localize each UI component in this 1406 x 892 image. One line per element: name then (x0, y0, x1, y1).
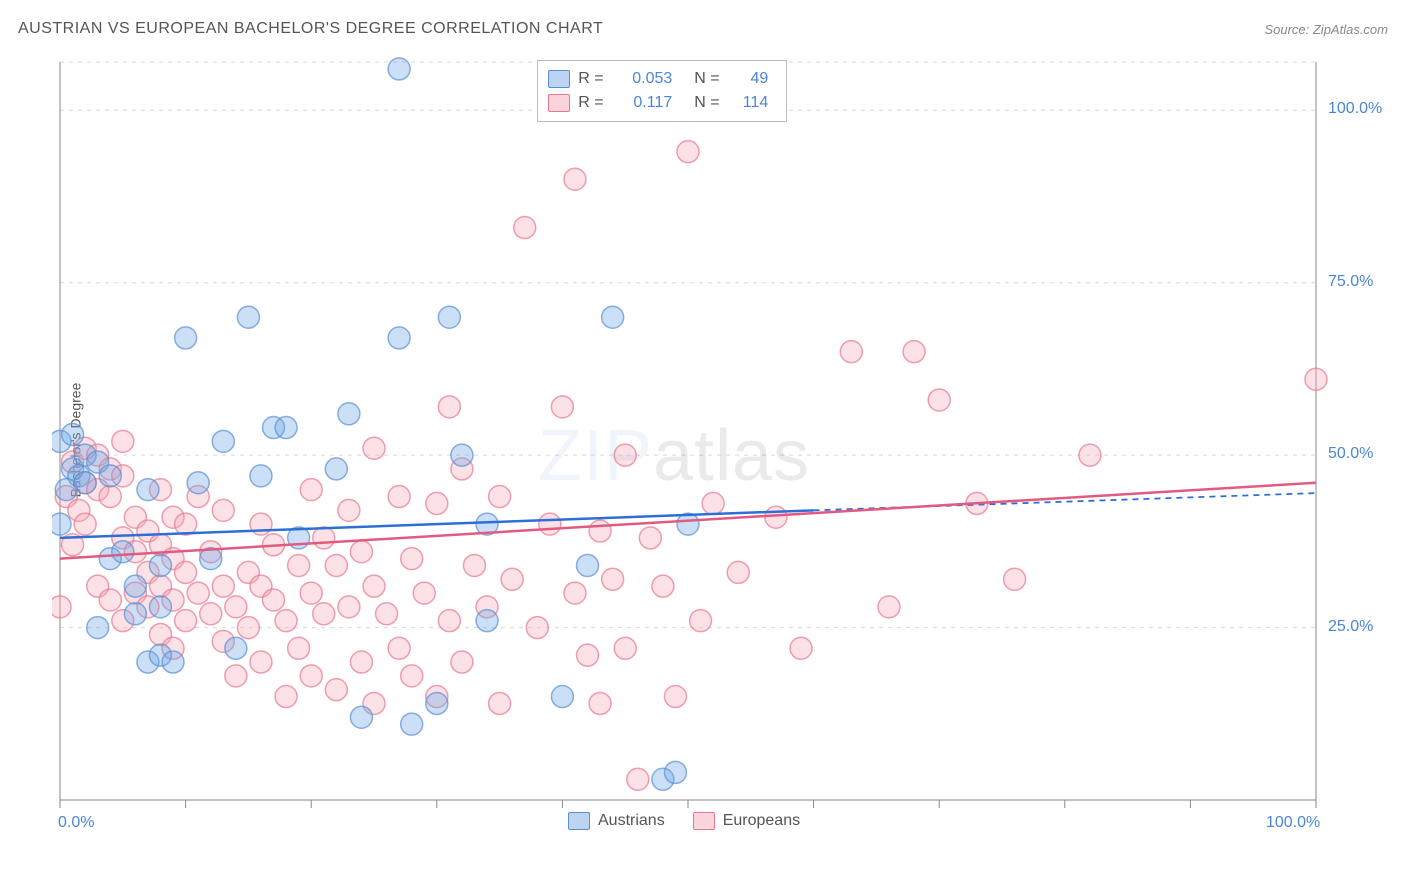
y-tick-label: 25.0% (1328, 618, 1373, 636)
r-label: R = (578, 70, 608, 88)
n-value: 49 (732, 70, 768, 88)
legend-bottom: Austrians Europeans (568, 812, 800, 830)
legend-item: Austrians (568, 812, 665, 830)
legend-swatch (548, 70, 570, 88)
y-tick-label: 50.0% (1328, 445, 1373, 463)
scatter-plot (52, 56, 1388, 834)
chart-title: AUSTRIAN VS EUROPEAN BACHELOR'S DEGREE C… (18, 20, 603, 38)
source-attribution: Source: ZipAtlas.com (1264, 22, 1388, 37)
legend-item: Europeans (693, 812, 800, 830)
y-tick-label: 100.0% (1328, 100, 1382, 118)
legend-stats-row: R = 0.053 N = 49 (548, 67, 768, 91)
source-link[interactable]: ZipAtlas.com (1313, 22, 1388, 37)
legend-label: Austrians (598, 812, 665, 830)
r-value: 0.053 (616, 70, 672, 88)
x-start-label: 0.0% (58, 814, 94, 832)
plot-area (52, 56, 1388, 834)
y-tick-label: 75.0% (1328, 273, 1373, 291)
legend-swatch (693, 812, 715, 830)
n-label: N = (694, 70, 724, 88)
legend-label: Europeans (723, 812, 800, 830)
legend-stats-row: R = 0.117 N = 114 (548, 91, 768, 115)
legend-swatch (548, 94, 570, 112)
source-prefix: Source: (1264, 22, 1312, 37)
n-label: N = (694, 94, 724, 112)
r-value: 0.117 (616, 94, 672, 112)
legend-stats-box: R = 0.053 N = 49 R = 0.117 N = 114 (537, 60, 787, 122)
r-label: R = (578, 94, 608, 112)
x-end-label: 100.0% (1266, 814, 1320, 832)
n-value: 114 (732, 94, 768, 112)
legend-swatch (568, 812, 590, 830)
